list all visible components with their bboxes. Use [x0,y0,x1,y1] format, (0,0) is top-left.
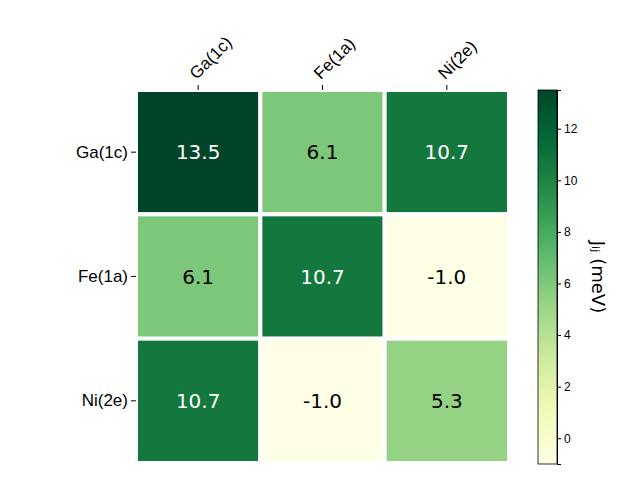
colorbar-tick-label: 2 [564,380,571,394]
colorbar-tick: 8 [557,225,571,239]
x-tick-mark [322,85,323,90]
chart: 13.5 6.1 10.7 6.1 10.7 -1.0 10.7 -1.0 5.3 Ga(1c) F… [0,0,640,480]
colorbar-tick-mark [557,129,561,130]
x-tick-mark [198,85,199,90]
colorbar-label: Jᵢⱼ (meV) [588,240,609,313]
data-labels: 13.5 6.1 10.7 6.1 10.7 -1.0 10.7 -1.0 5.3 [176,140,469,413]
colorbar-tick: 6 [557,277,571,291]
y-tick-mark [131,400,136,401]
colorbar-tick: 10 [557,174,578,188]
x-tick-label: Fe(1a) [310,34,359,83]
x-tick: Ni(2e) [434,37,480,90]
cell [385,90,509,214]
colorbar-tick: 4 [557,328,571,342]
data-label: 5.3 [431,389,463,413]
colorbar-tick-label: 4 [564,328,571,342]
data-label: -1.0 [427,265,466,289]
colorbar-tick: 12 [557,122,578,136]
x-axis: Ga(1c) Fe(1a) Ni(2e) [186,33,481,90]
y-tick-label: Ga(1c) [76,143,128,162]
colorbar-tick-mark [557,180,561,181]
colorbar-tick-mark [557,232,561,233]
y-tick-mark [131,152,136,153]
colorbar-axis: 0 2 4 6 8 10 12 [557,91,578,465]
y-tick: Ni(2e) [82,391,136,410]
colorbar-tick-label: 10 [564,174,578,188]
x-tick-mark [446,85,447,90]
colorbar-tick-mark [557,387,561,388]
data-label: 10.7 [176,389,221,413]
data-label: 6.1 [182,265,214,289]
colorbar-tick-mark [557,438,561,439]
x-tick: Fe(1a) [310,34,359,90]
x-tick-label: Ni(2e) [434,37,480,83]
cell [260,214,384,338]
colorbar-tick-mark [557,335,561,336]
cell [260,90,384,214]
cell [385,214,509,338]
cell [136,339,260,463]
colorbar [538,90,557,464]
data-label: 10.7 [425,140,470,164]
colorbar-tick: 2 [557,380,571,394]
data-label: 6.1 [307,140,339,164]
y-tick: Fe(1a) [78,267,136,286]
y-tick-label: Ni(2e) [82,391,128,410]
colorbar-tick-label: 12 [564,122,578,136]
colorbar-tick-label: 0 [564,432,571,446]
cell [385,339,509,463]
y-axis: Ga(1c) Fe(1a) Ni(2e) [76,143,136,411]
colorbar-tick-mark [557,283,561,284]
data-label: 13.5 [176,140,221,164]
cells [136,90,509,463]
data-label: -1.0 [303,389,342,413]
colorbar-axis-line [558,91,562,465]
cell [136,90,260,214]
cell [260,339,384,463]
y-tick-label: Fe(1a) [78,267,128,286]
cell [136,214,260,338]
colorbar-tick-label: 6 [564,277,571,291]
x-tick-label: Ga(1c) [186,33,236,83]
colorbar-tick: 0 [557,432,571,446]
colorbar-tick-label: 8 [564,225,571,239]
y-tick: Ga(1c) [76,143,136,162]
x-tick: Ga(1c) [186,33,236,90]
y-tick-mark [131,276,136,277]
data-label: 10.7 [300,265,345,289]
